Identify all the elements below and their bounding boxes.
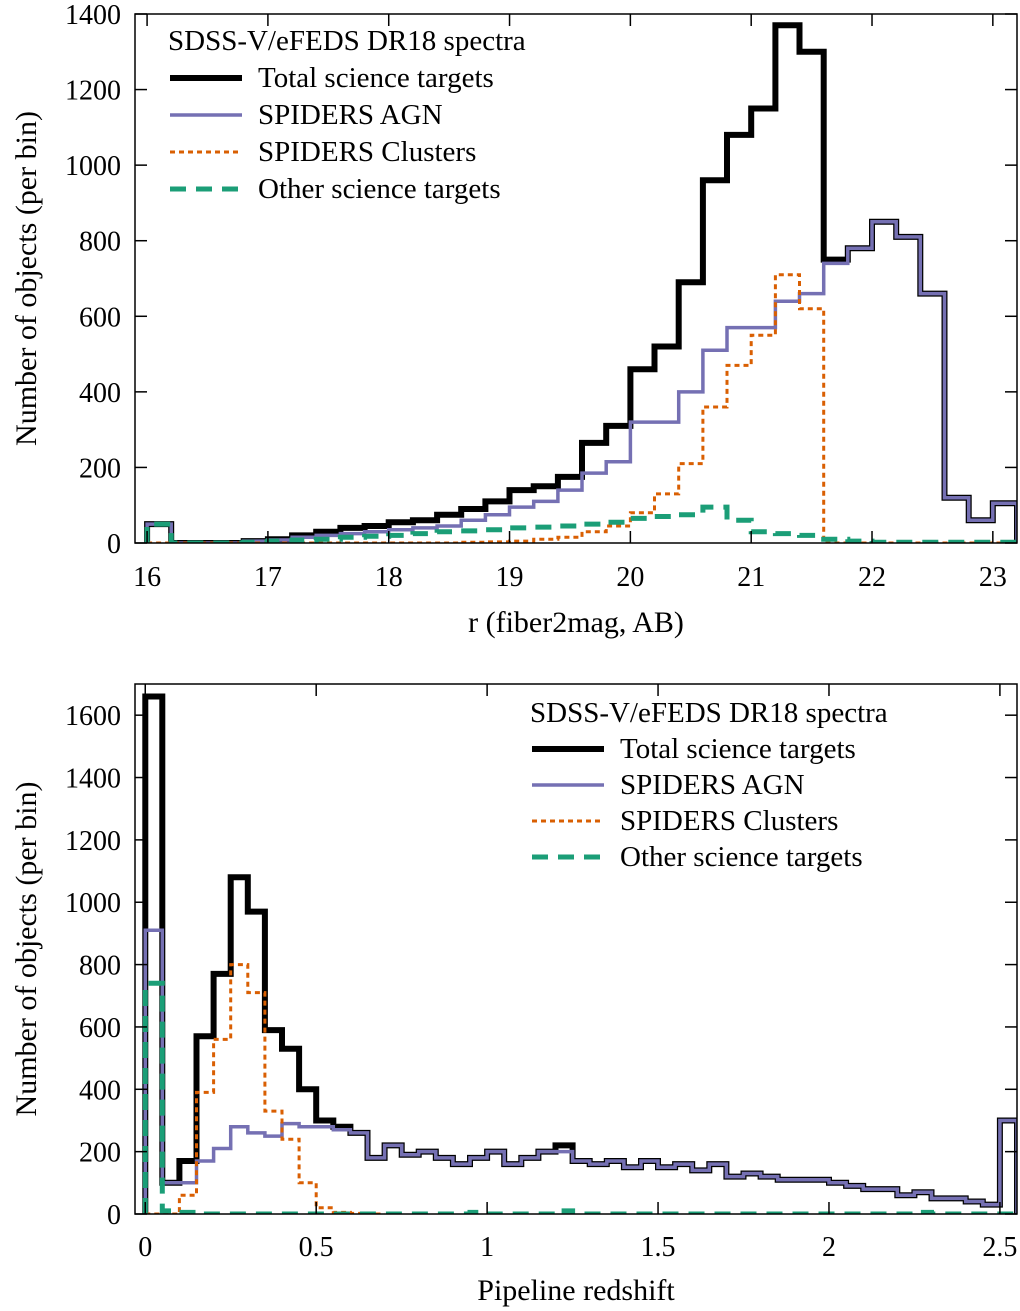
legend-entry: SPIDERS Clusters — [620, 805, 838, 837]
legend-entry: SPIDERS AGN — [620, 769, 805, 801]
legend-entry: Other science targets — [258, 173, 501, 205]
x-tick-label-bottom: 1 — [480, 1232, 494, 1263]
y-tick-label-bottom: 1200 — [65, 826, 121, 857]
x-tick-label-top: 23 — [979, 562, 1007, 593]
legend-title: SDSS-V/eFEDS DR18 spectra — [530, 697, 888, 729]
plot-frame-top — [134, 13, 1018, 544]
y-axis-label-bottom: Number of objects (per bin) — [10, 782, 43, 1117]
y-tick-label-top: 0 — [107, 529, 121, 560]
legend-entry: Total science targets — [258, 62, 494, 94]
y-tick-label-top: 600 — [79, 302, 121, 333]
y-tick-label-bottom: 600 — [79, 1013, 121, 1044]
x-tick-label-top: 17 — [254, 562, 282, 593]
legend-entry: SPIDERS Clusters — [258, 136, 476, 168]
y-tick-label-bottom: 1600 — [65, 701, 121, 732]
x-tick-label-bottom: 0.5 — [299, 1232, 334, 1263]
series-other-science-targets-bottom — [142, 980, 1017, 1214]
y-tick-label-bottom: 1000 — [65, 888, 121, 919]
x-tick-label-top: 18 — [375, 562, 403, 593]
x-tick-label-bottom: 2.5 — [982, 1232, 1017, 1263]
y-axis-label-top: Number of objects (per bin) — [10, 111, 43, 446]
y-tick-label-top: 1200 — [65, 76, 121, 107]
chart-panel-top: 16 17 18 19 20 21 22 23 0 200 400 600 800 1000 1200 140… — [10, 0, 1018, 639]
x-tick-label-top: 19 — [496, 562, 524, 593]
y-tick-label-top: 1000 — [65, 151, 121, 182]
legend-entry: Other science targets — [620, 841, 863, 873]
y-tick-label-top: 1400 — [65, 0, 121, 31]
x-tick-label-bottom: 1.5 — [641, 1232, 676, 1263]
legend-top: SDSS-V/eFEDS DR18 spectra Total science t… — [168, 25, 526, 205]
x-axis-label-bottom: Pipeline redshift — [477, 1274, 675, 1307]
x-tick-label-top: 20 — [616, 562, 644, 593]
series-other-science-targets-top — [144, 504, 1017, 543]
x-tick-label-top: 21 — [737, 562, 765, 593]
y-tick-label-top: 200 — [79, 453, 121, 484]
x-axis-label-top: r (fiber2mag, AB) — [468, 606, 684, 639]
series-spiders-agn-bottom — [143, 928, 1017, 1214]
y-tick-label-bottom: 0 — [107, 1200, 121, 1231]
series-spiders-agn-top — [145, 220, 1017, 543]
y-tick-label-bottom: 200 — [79, 1138, 121, 1169]
y-tick-label-bottom: 1400 — [65, 764, 121, 795]
y-tick-label-top: 400 — [79, 378, 121, 409]
y-tick-label-bottom: 400 — [79, 1075, 121, 1106]
legend-bottom: SDSS-V/eFEDS DR18 spectra Total science t… — [530, 697, 888, 873]
legend-title: SDSS-V/eFEDS DR18 spectra — [168, 25, 526, 57]
series-spiders-clusters-top — [147, 273, 1017, 543]
plot-frame-bottom — [134, 683, 1018, 1215]
y-tick-label-bottom: 800 — [79, 951, 121, 982]
x-tick-label-top: 16 — [133, 562, 161, 593]
x-tick-label-bottom: 0 — [138, 1232, 152, 1263]
y-tick-label-top: 800 — [79, 227, 121, 258]
legend-entry: Total science targets — [620, 733, 856, 765]
x-tick-label-bottom: 2 — [822, 1232, 836, 1263]
x-tick-label-top: 22 — [858, 562, 886, 593]
chart-panel-bottom: 0 0.5 1 1.5 2 2.5 0 200 400 600 800 1000 1200 1400 160… — [10, 683, 1018, 1307]
legend-entry: SPIDERS AGN — [258, 99, 443, 131]
